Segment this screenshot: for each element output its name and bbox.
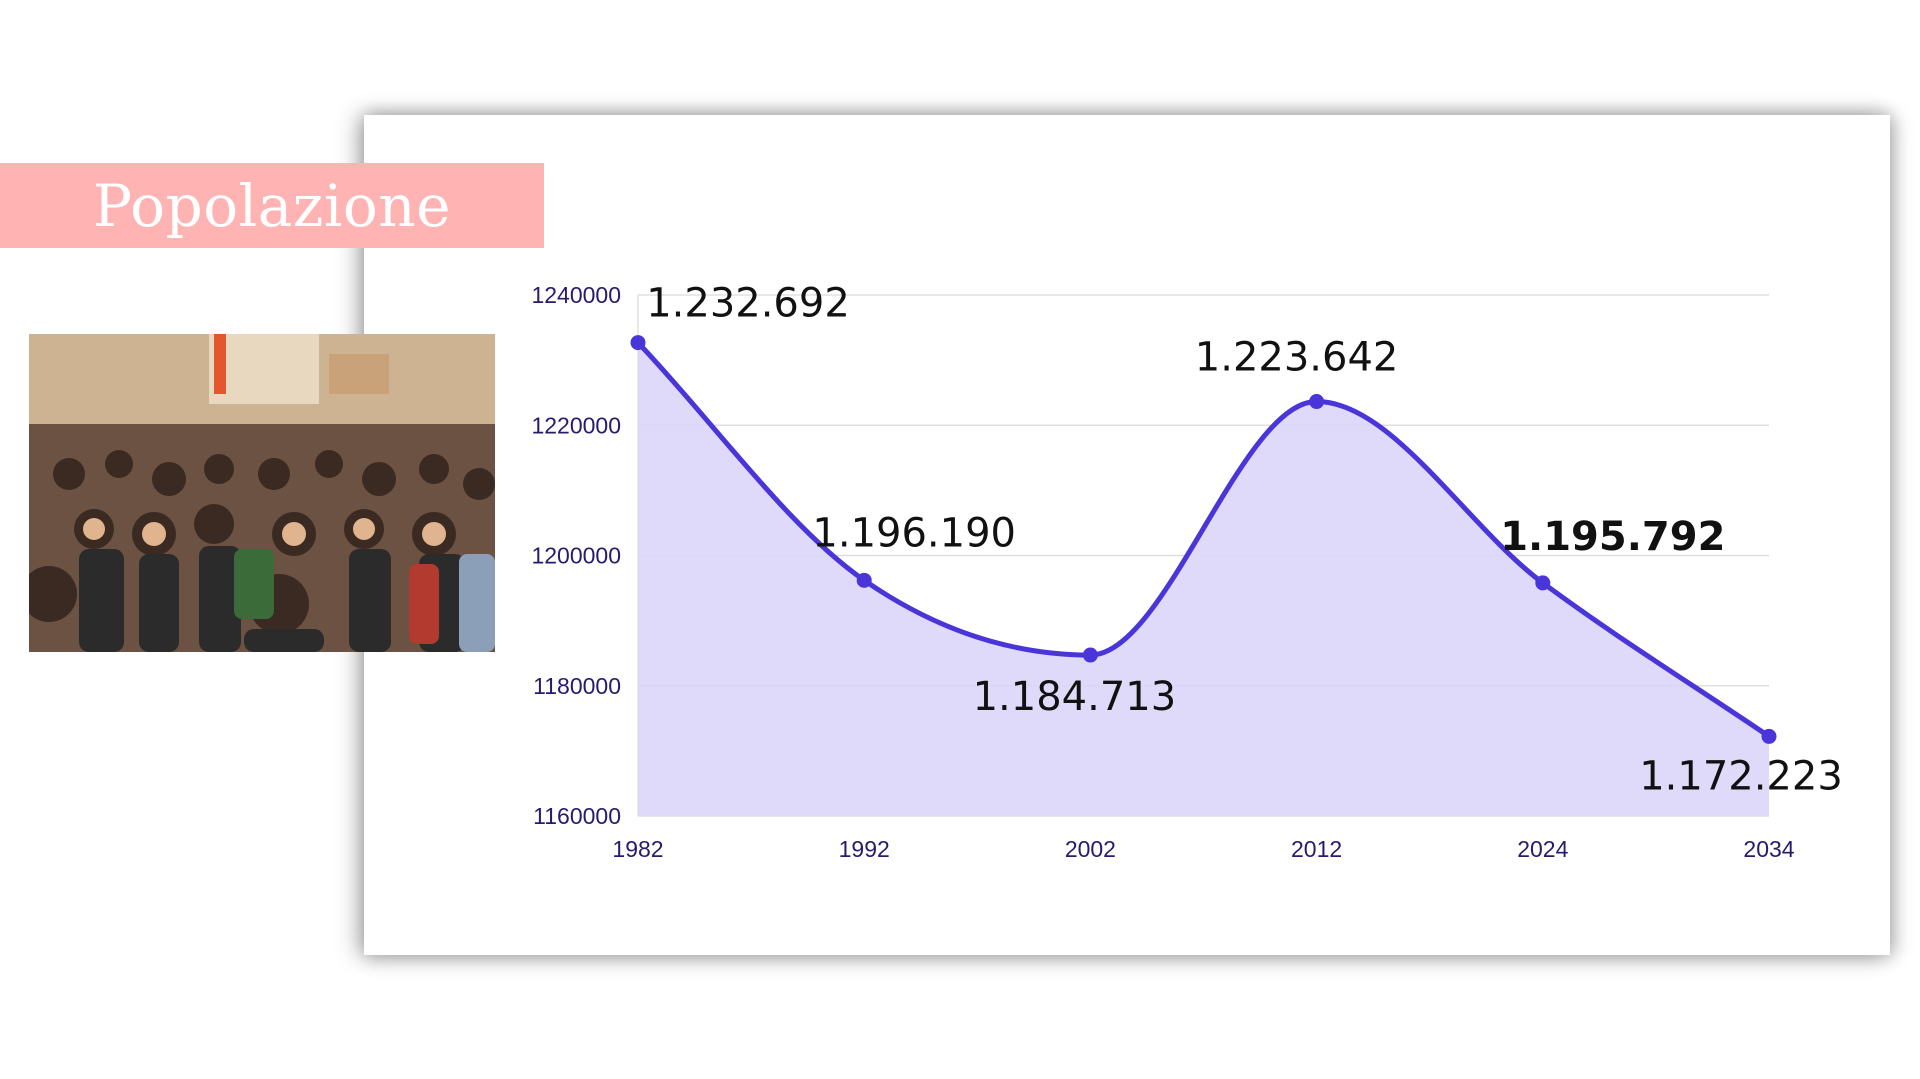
y-tick-label: 1180000 [533, 673, 621, 699]
page-title: Popolazione [93, 171, 451, 240]
y-tick-label: 1160000 [533, 803, 621, 829]
data-label: 1.184.713 [973, 674, 1177, 720]
x-tick-label: 2012 [1291, 836, 1342, 862]
y-tick-label: 1240000 [531, 282, 621, 308]
data-point [1761, 728, 1777, 744]
title-banner: Popolazione [0, 163, 544, 248]
x-tick-label: 2034 [1743, 836, 1794, 862]
crowd-photo-icon [29, 334, 495, 652]
x-tick-label: 1992 [839, 836, 890, 862]
data-point [1309, 394, 1325, 410]
y-tick-label: 1220000 [531, 412, 621, 438]
data-label: 1.232.692 [646, 281, 850, 327]
area-fill [638, 342, 1769, 816]
x-tick-label: 1982 [612, 836, 663, 862]
data-point [630, 335, 646, 351]
x-axis-ticks: 1982 1992 2002 2012 2024 2034 [612, 836, 1794, 862]
data-point [1535, 575, 1551, 591]
y-axis-ticks: 1160000 1180000 1200000 1220000 1240000 [531, 282, 621, 829]
x-tick-label: 2024 [1517, 836, 1568, 862]
series-line [636, 340, 1771, 739]
data-label: 1.196.190 [812, 510, 1016, 556]
crowd-photo [29, 334, 495, 652]
data-label: 1.223.642 [1195, 335, 1399, 381]
data-label: 1.172.223 [1639, 753, 1843, 799]
x-tick-label: 2002 [1065, 836, 1116, 862]
y-tick-label: 1200000 [531, 543, 621, 569]
data-point [856, 572, 872, 588]
data-points [630, 335, 1777, 744]
data-point [1082, 647, 1098, 663]
data-label: 1.195.792 [1500, 514, 1725, 560]
data-labels: 1.232.692 1.196.190 1.184.713 1.223.642 1.19… [646, 281, 1843, 800]
